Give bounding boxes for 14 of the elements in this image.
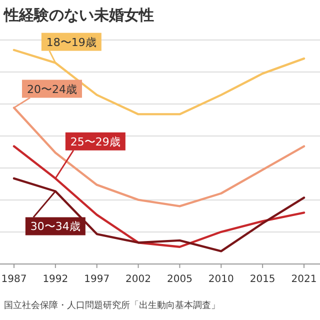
- x-tick-label: 2002: [126, 274, 152, 285]
- x-tick-label: 2010: [208, 274, 234, 285]
- text: 国立社会保障・人口問題研究所「出生動向基本調査」: [4, 300, 220, 311]
- x-tick-label: 2015: [250, 274, 276, 285]
- series-label: 20〜24歳: [27, 82, 77, 96]
- x-tick-label: 1987: [1, 274, 27, 285]
- legend-label: 30〜34歳: [30, 220, 80, 234]
- chart-title: 性経験のない未婚女性: [3, 6, 154, 24]
- x-tick-label: 2005: [166, 274, 192, 285]
- series-label: 18〜19歳: [46, 36, 96, 49]
- x-tick-label: 1997: [84, 274, 110, 285]
- x-tick-label: 1992: [42, 274, 68, 285]
- x-tick-label: 2021: [291, 274, 317, 285]
- text: 25〜29歳: [70, 135, 120, 148]
